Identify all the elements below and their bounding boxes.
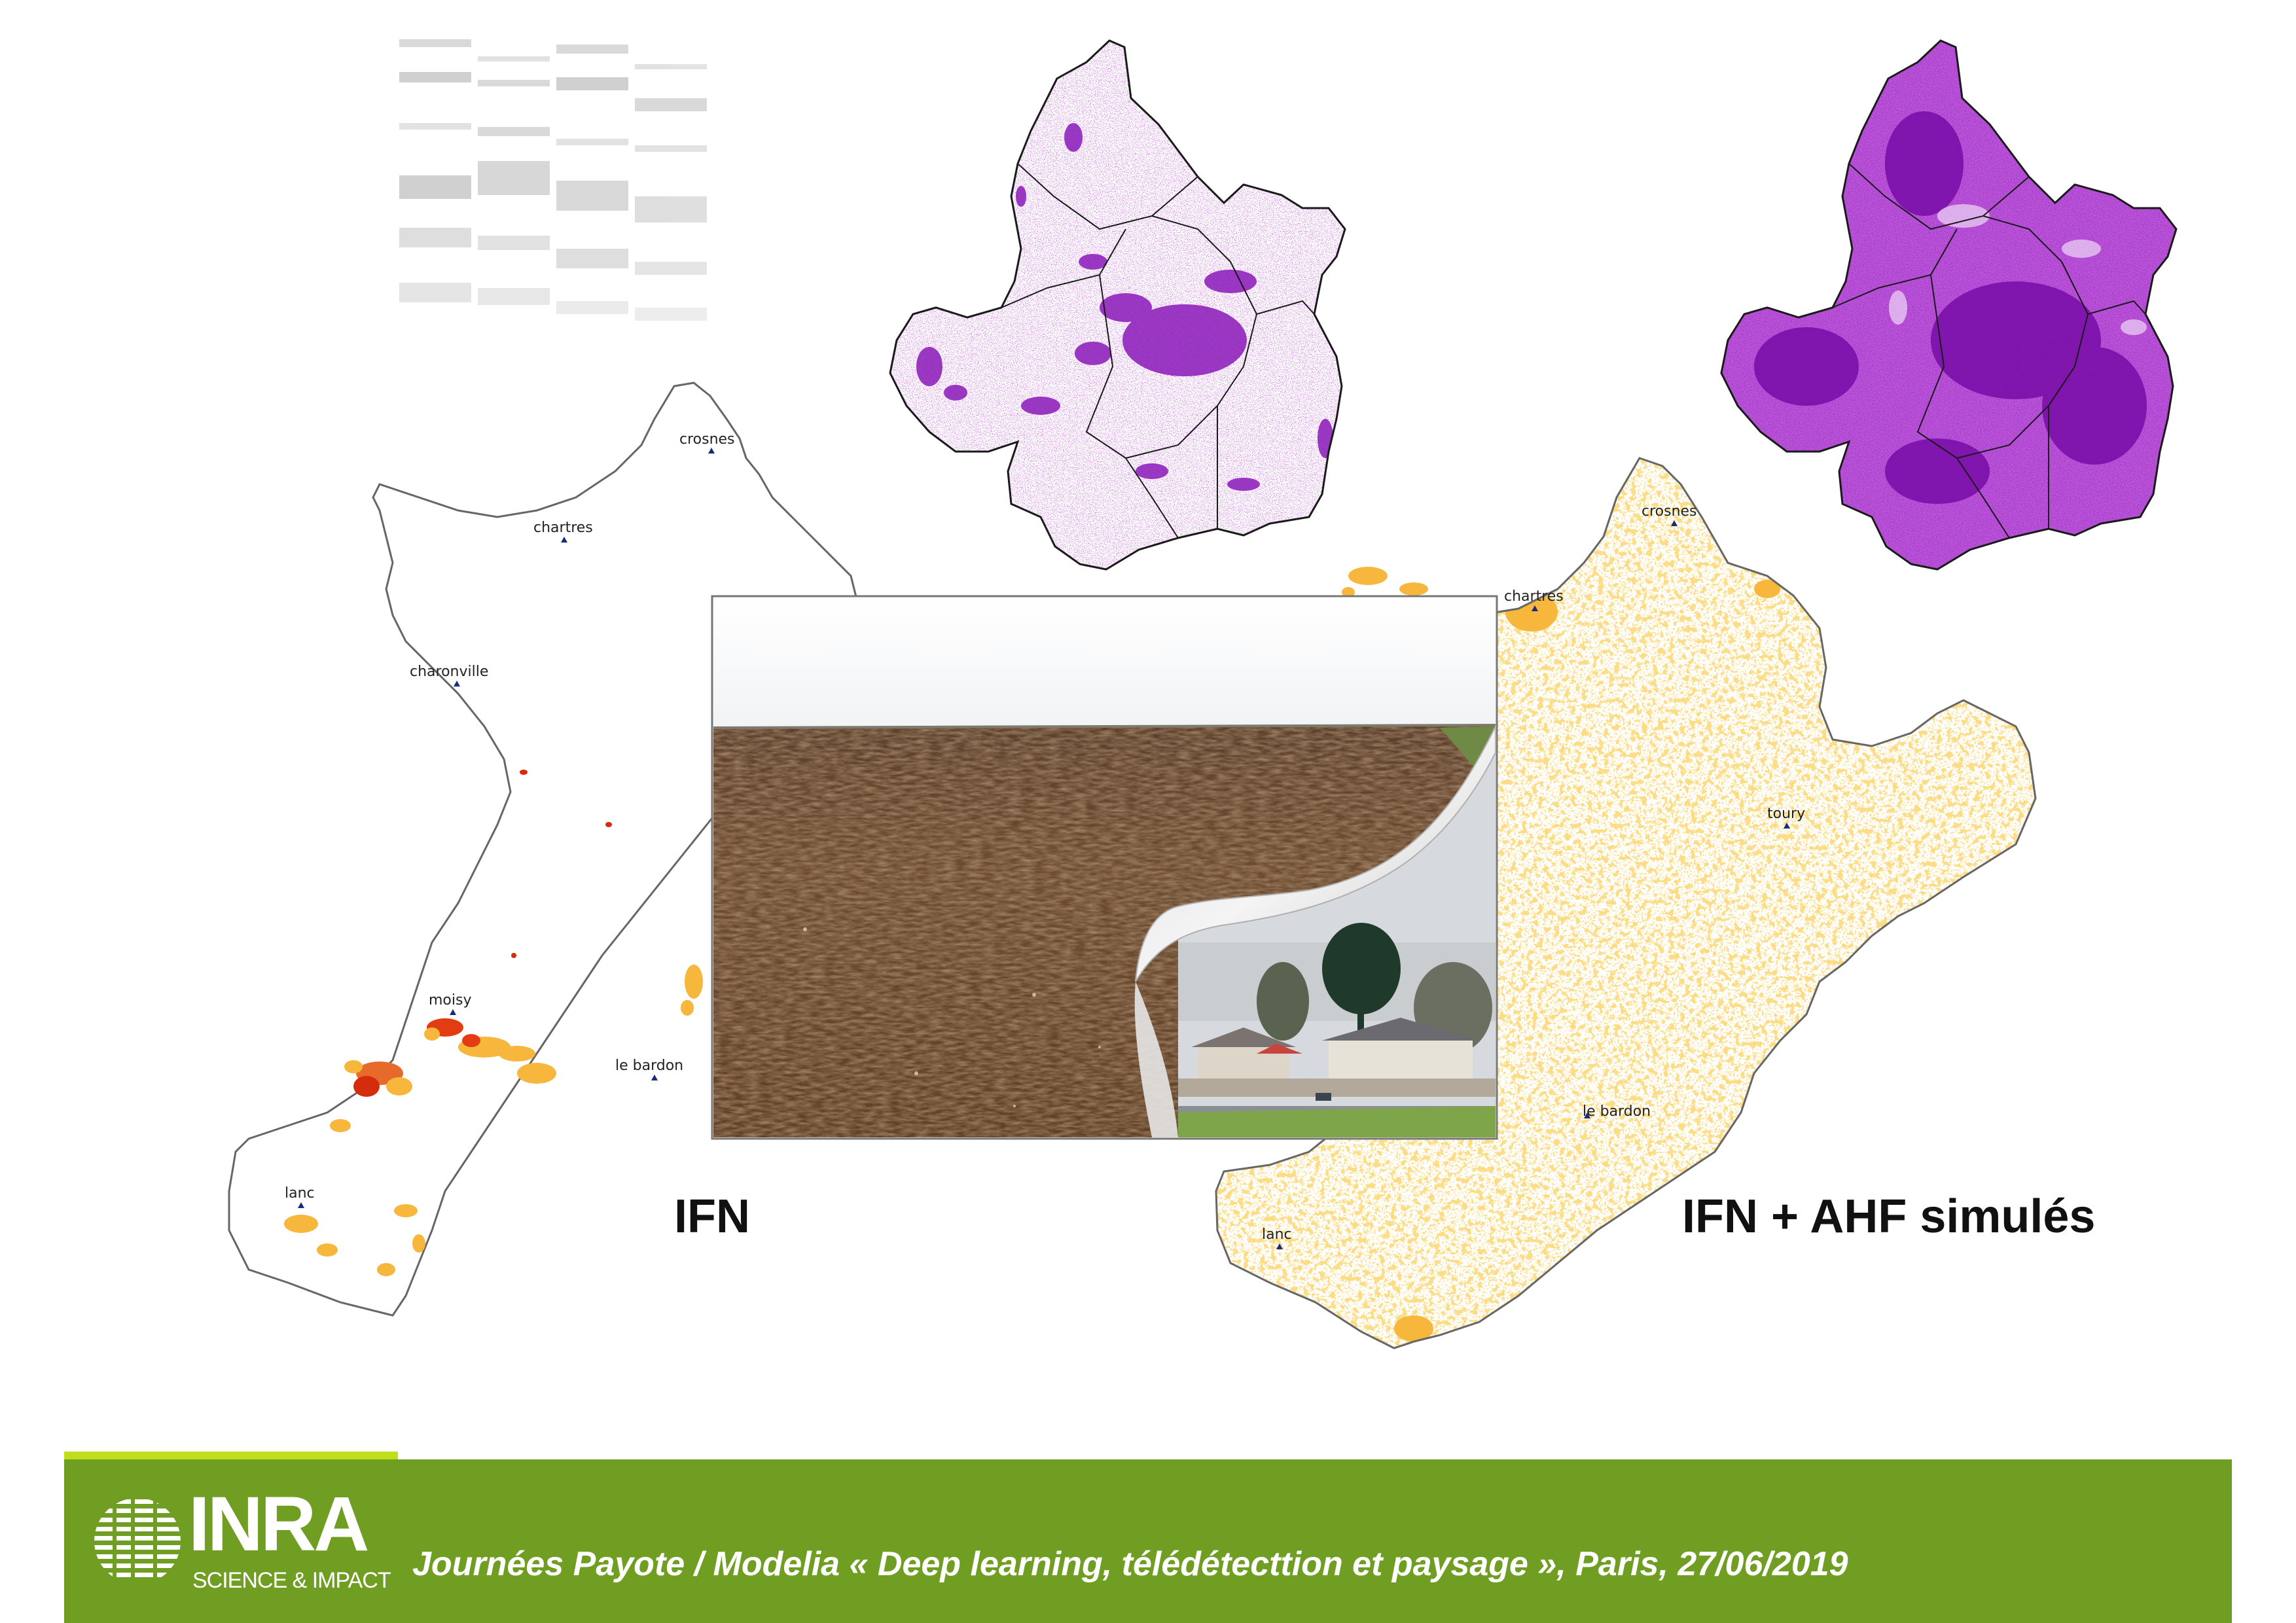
svg-text:le bardon: le bardon — [615, 1058, 683, 1074]
inra-globe-icon — [94, 1498, 181, 1584]
left-city-moisy: moisy — [429, 992, 471, 1015]
svg-text:moisy: moisy — [429, 992, 471, 1008]
left-city-charonville: charonville — [410, 664, 488, 687]
field-photo-page-curl — [711, 595, 1498, 1140]
svg-text:chartres: chartres — [533, 520, 593, 536]
svg-text:le bardon: le bardon — [1583, 1103, 1651, 1120]
right-city-chartres: chartres — [1504, 588, 1564, 611]
inra-logo: INRA SCIENCE & IMPACT — [90, 1486, 391, 1602]
orange-patches-left-edge — [1342, 567, 1428, 597]
right-city-toury: toury — [1767, 806, 1805, 829]
footer-bar — [64, 1459, 2232, 1623]
svg-text:toury: toury — [1767, 806, 1805, 822]
ifn-forest-patches — [284, 770, 703, 1276]
footer-accent-bar — [64, 1452, 398, 1461]
inra-logo-wordmark: INRA — [188, 1481, 369, 1567]
region-map-dense — [1720, 39, 2178, 571]
ifn-label: IFN — [674, 1190, 750, 1243]
region-map-sparse — [889, 39, 1346, 571]
left-city-lanc: lanc — [285, 1185, 315, 1208]
svg-text:lanc: lanc — [1262, 1226, 1292, 1243]
inra-logo-tagline: SCIENCE & IMPACT — [192, 1568, 391, 1593]
ifn-ahf-label: IFN + AHF simulés — [1682, 1190, 2096, 1243]
svg-text:crosnes: crosnes — [1641, 503, 1697, 520]
svg-text:lanc: lanc — [285, 1185, 315, 1202]
right-city-lanc: lanc — [1262, 1226, 1292, 1249]
svg-text:crosnes: crosnes — [679, 431, 735, 448]
right-city-crosnes: crosnes — [1641, 503, 1697, 526]
faded-legend-table — [399, 39, 707, 321]
left-city-le-bardon: le bardon — [615, 1058, 683, 1080]
left-city-chartres: chartres — [533, 520, 593, 543]
right-city-le-bardon: le bardon — [1583, 1103, 1651, 1120]
footer-event-text: Journées Payote / Modelia « Deep learnin… — [412, 1545, 1848, 1583]
left-city-crosnes: crosnes — [679, 431, 735, 454]
svg-text:chartres: chartres — [1504, 588, 1564, 605]
svg-text:charonville: charonville — [410, 664, 488, 680]
